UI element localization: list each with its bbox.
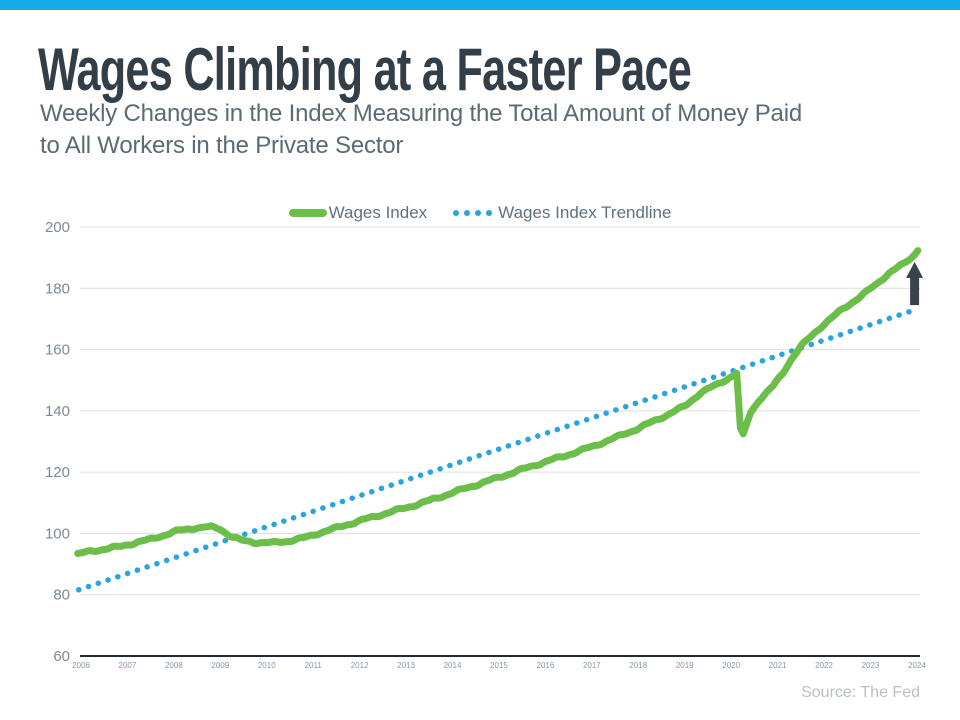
y-tick-label: 120	[45, 464, 70, 481]
x-tick-label: 2015	[490, 661, 508, 670]
trendline-swatch	[453, 210, 493, 216]
subtitle-line-1: Weekly Changes in the Index Measuring th…	[40, 100, 802, 127]
y-tick-label: 60	[53, 648, 70, 665]
chart-legend: Wages Index Wages Index Trendline	[0, 203, 960, 223]
y-tick-label: 200	[45, 219, 70, 236]
y-tick-label: 140	[45, 403, 70, 420]
x-tick-label: 2018	[629, 661, 647, 670]
x-tick-label: 2010	[258, 661, 276, 670]
wages-index-trendline	[75, 306, 920, 593]
x-tick-label: 2020	[722, 661, 740, 670]
trendline-swatch-dot	[475, 210, 482, 216]
x-tick-label: 2011	[305, 661, 323, 670]
x-tick-label: 2006	[72, 661, 90, 670]
x-tick-label: 2021	[769, 661, 787, 670]
legend-label-trendline: Wages Index Trendline	[498, 203, 672, 222]
legend-label-wages-index: Wages Index	[328, 203, 428, 222]
growth-arrow	[906, 261, 924, 306]
x-tick-label: 2009	[211, 661, 229, 670]
legend-item-trendline: Wages Index Trendline	[453, 203, 671, 223]
x-tick-label: 2012	[351, 661, 369, 670]
subtitle-line-2: to All Workers in the Private Sector	[40, 132, 404, 159]
x-tick-label: 2008	[165, 661, 183, 670]
x-tick-label: 2014	[444, 661, 462, 670]
y-tick-label: 100	[45, 525, 70, 542]
y-tick-label: 80	[53, 587, 70, 604]
top-accent-bar	[0, 0, 960, 10]
page-title: Wages Climbing at a Faster Pace	[38, 36, 692, 103]
source-label: Source: The Fed	[801, 684, 920, 701]
x-tick-label: 2016	[537, 661, 555, 670]
wages-index-swatch	[288, 209, 327, 217]
wages-index-line	[74, 247, 922, 557]
trendline-swatch-dot	[486, 210, 493, 216]
y-tick-label: 180	[45, 280, 70, 297]
x-tick-label: 2022	[815, 661, 833, 670]
y-tick-label: 160	[45, 342, 70, 359]
x-tick-label: 2019	[676, 661, 694, 670]
x-tick-label: 2013	[397, 661, 415, 670]
x-tick-label: 2023	[862, 661, 880, 670]
legend-item-wages-index: Wages Index	[288, 203, 428, 223]
x-tick-label: 2024	[908, 661, 926, 670]
trendline-swatch-dot	[464, 210, 471, 216]
trendline-swatch-dot	[453, 210, 460, 216]
x-tick-label: 2007	[119, 661, 137, 670]
x-tick-label: 2017	[583, 661, 601, 670]
page-subtitle: Weekly Changes in the Index Measuring th…	[40, 98, 802, 162]
